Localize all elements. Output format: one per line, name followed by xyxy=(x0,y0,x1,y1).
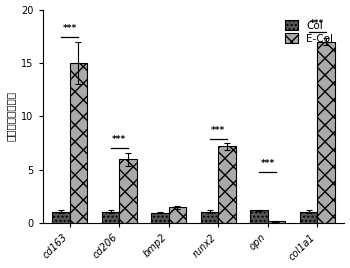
Legend: Col, E-Col: Col, E-Col xyxy=(282,17,336,47)
Bar xyxy=(169,207,186,223)
Bar xyxy=(70,63,87,223)
Bar xyxy=(250,210,268,223)
Bar xyxy=(152,213,169,223)
Bar xyxy=(52,211,70,223)
Bar xyxy=(300,211,317,223)
Y-axis label: 基因表达（倍数）: 基因表达（倍数） xyxy=(6,91,15,142)
Text: ***: *** xyxy=(310,19,324,28)
Text: ***: *** xyxy=(211,126,225,135)
Text: ***: *** xyxy=(261,159,275,168)
Text: ***: *** xyxy=(63,24,77,33)
Bar xyxy=(317,42,335,223)
Bar xyxy=(102,211,119,223)
Bar xyxy=(201,211,218,223)
Bar xyxy=(218,146,236,223)
Bar xyxy=(119,159,136,223)
Bar xyxy=(268,221,285,223)
Text: ***: *** xyxy=(112,135,126,144)
